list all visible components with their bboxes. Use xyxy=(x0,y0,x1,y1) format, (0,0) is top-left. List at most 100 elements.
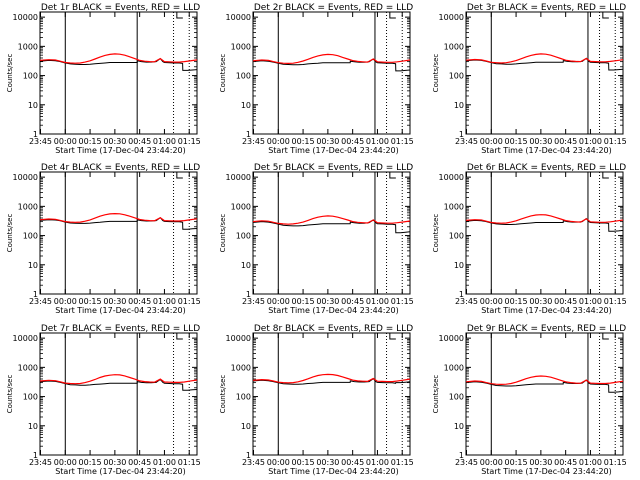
y-tick-label: 1000 xyxy=(231,363,251,372)
y-axis-label: Counts/sec xyxy=(6,214,14,253)
x-tick-label: 01:15 xyxy=(391,137,414,146)
x-tick-label: 00:30 xyxy=(529,297,552,306)
y-tick-label: 10000 xyxy=(439,13,464,22)
chart-panel-4: Det 4r BLACK = Events, RED = LLD 1 10 100 10… xyxy=(6,163,201,315)
x-tick-label: 00:15 xyxy=(292,297,315,306)
y-tick-label: 1 xyxy=(246,290,251,299)
chart-title: Det 4r BLACK = Events, RED = LLD xyxy=(41,163,200,173)
y-tick-label: 10 xyxy=(241,422,251,431)
chart-panel-7: Det 7r BLACK = Events, RED = LLD 1 10 100 10… xyxy=(6,324,201,476)
y-tick-label: 100 xyxy=(236,72,251,81)
chart-title: Det 1r BLACK = Events, RED = LLD xyxy=(41,3,200,13)
y-tick-label: 10 xyxy=(28,422,38,431)
y-tick-label: 100 xyxy=(449,72,464,81)
x-tick-label: 00:30 xyxy=(316,297,339,306)
y-tick-label: 100 xyxy=(236,393,251,402)
chart-panel-8: Det 8r BLACK = Events, RED = LLD 1 10 100 10… xyxy=(219,324,414,476)
x-tick-label: 00:30 xyxy=(529,137,552,146)
chart-title: Det 8r BLACK = Events, RED = LLD xyxy=(254,324,413,334)
plot-frame xyxy=(465,171,624,295)
x-tick-label: 00:15 xyxy=(505,297,528,306)
y-axis-label: Counts/sec xyxy=(432,214,440,253)
x-tick-label: 01:00 xyxy=(579,458,602,467)
chart-title: Det 3r BLACK = Events, RED = LLD xyxy=(467,3,626,13)
x-tick-label: 01:00 xyxy=(153,137,176,146)
y-tick-label: 10 xyxy=(241,261,251,270)
y-tick-label: 10 xyxy=(454,422,464,431)
x-tick-label: 00:00 xyxy=(267,297,290,306)
x-tick-label: 01:00 xyxy=(579,297,602,306)
plot-frame xyxy=(252,171,411,295)
events-series-line xyxy=(39,378,198,391)
x-tick-label: 23:45 xyxy=(455,458,478,467)
x-axis-label: Start Time (17-Dec-04 23:44:20) xyxy=(481,467,612,476)
x-tick-label: 01:15 xyxy=(604,458,627,467)
x-tick-label: 00:15 xyxy=(505,458,528,467)
x-tick-label: 00:15 xyxy=(292,458,315,467)
x-axis-label: Start Time (17-Dec-04 23:44:20) xyxy=(55,306,186,315)
plot-frame xyxy=(252,332,411,456)
x-tick-label: 00:00 xyxy=(267,137,290,146)
x-tick-label: 01:00 xyxy=(366,458,389,467)
x-axis-label: Start Time (17-Dec-04 23:44:20) xyxy=(268,146,399,155)
x-tick-label: 01:15 xyxy=(604,297,627,306)
y-tick-label: 10 xyxy=(241,101,251,110)
y-tick-label: 100 xyxy=(23,72,38,81)
x-tick-label: 00:30 xyxy=(103,297,126,306)
x-tick-label: 23:45 xyxy=(242,297,265,306)
plot-frame xyxy=(465,332,624,456)
chart-title: Det 9r BLACK = Events, RED = LLD xyxy=(467,324,626,334)
x-tick-label: 00:15 xyxy=(79,297,102,306)
x-tick-label: 01:15 xyxy=(391,297,414,306)
chart-title: Det 5r BLACK = Events, RED = LLD xyxy=(254,163,413,173)
interval-flag-marker xyxy=(602,12,609,19)
x-tick-label: 00:00 xyxy=(480,458,503,467)
x-tick-label: 00:45 xyxy=(554,137,577,146)
x-tick-label: 23:45 xyxy=(455,137,478,146)
x-tick-label: 00:45 xyxy=(554,458,577,467)
lld-series-line xyxy=(465,214,624,224)
events-series-line xyxy=(465,217,624,232)
events-series-line xyxy=(252,58,411,72)
y-tick-label: 1000 xyxy=(444,363,464,372)
x-tick-label: 23:45 xyxy=(29,458,52,467)
x-tick-label: 01:00 xyxy=(579,137,602,146)
x-tick-label: 00:30 xyxy=(529,458,552,467)
x-tick-label: 01:00 xyxy=(153,297,176,306)
y-tick-label: 100 xyxy=(23,393,38,402)
y-axis-label: Counts/sec xyxy=(6,375,14,414)
plot-frame xyxy=(39,171,198,295)
interval-flag-marker xyxy=(389,333,396,340)
y-tick-label: 10 xyxy=(454,101,464,110)
y-tick-label: 10000 xyxy=(226,13,251,22)
x-axis-label: Start Time (17-Dec-04 23:44:20) xyxy=(481,306,612,315)
y-tick-label: 10000 xyxy=(226,173,251,182)
events-series-line xyxy=(39,57,198,71)
y-tick-label: 1 xyxy=(246,130,251,139)
interval-flag-marker xyxy=(389,12,396,19)
x-tick-label: 00:15 xyxy=(505,137,528,146)
events-series-line xyxy=(252,219,411,234)
lld-series-line xyxy=(252,373,411,384)
y-tick-label: 1000 xyxy=(231,202,251,211)
y-tick-label: 1 xyxy=(459,451,464,460)
x-tick-label: 01:15 xyxy=(391,458,414,467)
lld-series-line xyxy=(465,53,624,64)
y-tick-label: 100 xyxy=(236,232,251,241)
y-axis-label: Counts/sec xyxy=(432,375,440,414)
events-series-line xyxy=(465,379,624,393)
y-tick-label: 100 xyxy=(23,232,38,241)
x-tick-label: 00:45 xyxy=(128,458,151,467)
y-tick-label: 1000 xyxy=(444,42,464,51)
x-axis-label: Start Time (17-Dec-04 23:44:20) xyxy=(268,467,399,476)
lld-series-line xyxy=(252,53,411,65)
x-axis-label: Start Time (17-Dec-04 23:44:20) xyxy=(55,146,186,155)
y-tick-label: 1 xyxy=(246,451,251,460)
x-tick-label: 01:15 xyxy=(178,137,201,146)
y-tick-label: 100 xyxy=(449,232,464,241)
chart-panel-6: Det 6r BLACK = Events, RED = LLD 1 10 100 10… xyxy=(432,163,627,315)
x-tick-label: 01:15 xyxy=(178,458,201,467)
chart-title: Det 6r BLACK = Events, RED = LLD xyxy=(467,163,626,173)
x-axis-label: Start Time (17-Dec-04 23:44:20) xyxy=(481,146,612,155)
x-tick-label: 00:45 xyxy=(341,137,364,146)
